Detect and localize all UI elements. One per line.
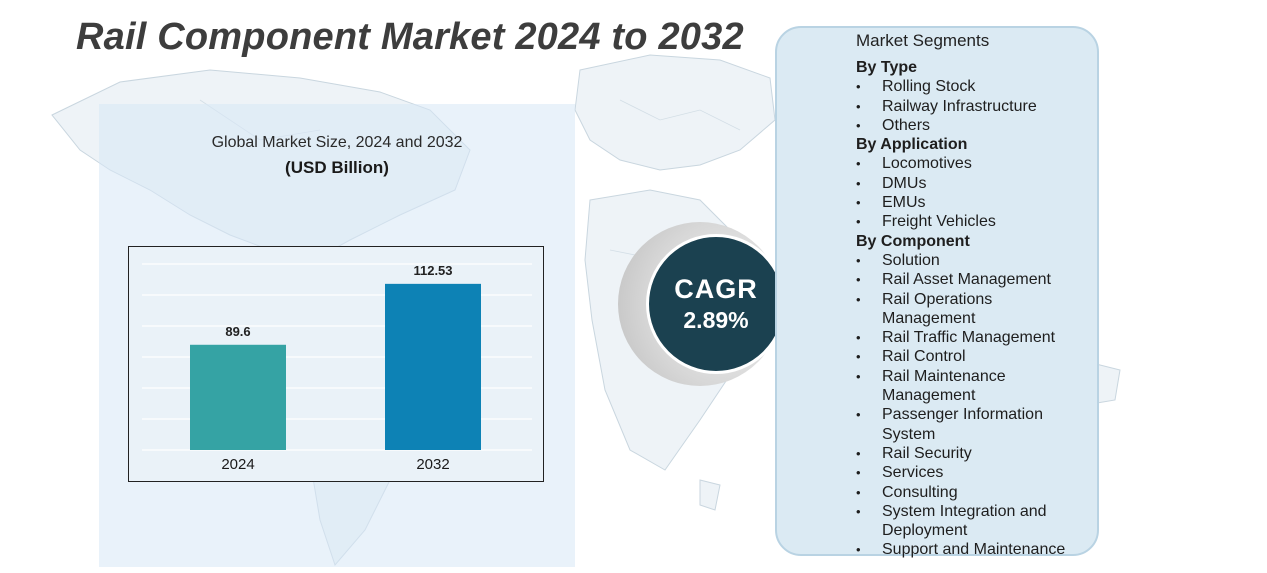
chart-heading: Global Market Size, 2024 and 2032 [211,134,463,151]
cagr-value: 2.89% [683,307,749,333]
segment-item-label: Consulting [882,483,958,501]
segment-item-label: Passenger Information System [882,406,1043,443]
segment-item-label: EMUs [882,194,926,212]
page-title: Rail Component Market 2024 to 2032 [76,16,744,58]
bullet-icon: • [856,465,861,481]
segment-item: • Railway Infrastructure [856,97,1116,116]
bar-2032 [385,283,481,450]
segment-item: • Locomotives [856,154,1116,173]
segment-item: • Consulting [856,483,1116,502]
segment-item-label: Support and Maintenance [882,541,1066,559]
segment-group-title: By Application [856,136,968,154]
segment-item-label: Solution [882,251,940,269]
bullet-icon: • [856,272,861,288]
bullet-icon: • [856,252,861,268]
segment-item-label: Services [882,464,944,482]
bullet-icon: • [856,117,861,133]
segment-group-title: By Type [856,59,918,76]
segment-item: • Rail Operations Management [856,290,1116,329]
bullet-icon: • [856,349,861,365]
segment-item: • Rail Control [856,347,1116,366]
segment-item: • Support and Maintenance [856,540,1116,559]
segment-item-label: Others [882,116,931,134]
bullet-icon: • [856,503,861,519]
cagr-circle: CAGR 2.89% [646,234,786,374]
segment-item: • System Integration and Deployment [856,502,1116,541]
cagr-label: CAGR [674,274,758,304]
segment-item: • EMUs [856,193,1116,212]
segment-item: • DMUs [856,174,1116,193]
segments-list: By Type • Rolling Stock • Railway Infrastruc… [856,58,1116,560]
bullet-icon: • [856,156,861,172]
segment-item-label: Locomotives [882,155,972,173]
segment-item-label: DMUs [882,174,927,192]
segment-item: • Freight Vehicles [856,212,1116,231]
segment-item-label: Rail Security [882,444,972,462]
segment-item-label: Rail Control [882,348,966,366]
market-size-bar-chart: 89.6 112.53 2024 2032 [128,246,544,482]
segment-item-label: Rolling Stock [882,78,976,96]
segment-item: • Rail Maintenance Management [856,367,1116,406]
bullet-icon: • [856,214,861,230]
bullet-icon: • [856,484,861,500]
segment-item: • Solution [856,251,1116,270]
segment-item: • Passenger Information System [856,405,1116,444]
bar-value-label: 89.6 [225,324,250,339]
bullet-icon: • [856,98,861,114]
segment-item-label: Freight Vehicles [882,213,996,231]
segment-item: • Rail Traffic Management [856,328,1116,347]
cagr-badge: CAGR 2.89% [618,222,790,386]
segment-group-title: By Component [856,232,970,250]
bullet-icon: • [856,79,861,95]
x-tick-label: 2024 [221,456,254,473]
segment-item: • Services [856,463,1116,482]
market-segments-panel [775,26,1099,556]
bullet-icon: • [856,368,861,384]
segment-item-label: Rail Operations Management [882,290,993,327]
segments-title: Market Segments [856,31,990,50]
segment-item: • Rail Asset Management [856,270,1116,289]
bullet-icon: • [856,542,861,558]
bullet-icon: • [856,407,861,423]
bullet-icon: • [856,175,861,191]
chart-unit-label: (USD Billion) [285,158,389,177]
segment-item-label: Rail Maintenance Management [882,367,1006,405]
bar-2024 [190,344,286,450]
segment-item: • Rolling Stock [856,77,1116,96]
segment-item-label: Rail Traffic Management [882,329,1056,347]
segment-item-label: Rail Asset Management [882,271,1051,289]
x-tick-label: 2032 [416,456,449,473]
segment-item-label: Railway Infrastructure [882,97,1037,115]
segment-item-label: System Integration and Deployment [882,502,1047,540]
bullet-icon: • [856,445,861,461]
bar-value-label: 112.53 [413,263,452,278]
segment-item: • Others [856,116,1116,135]
segment-item: • Rail Security [856,444,1116,463]
bullet-icon: • [856,195,861,211]
bullet-icon: • [856,330,861,346]
bullet-icon: • [856,291,861,307]
